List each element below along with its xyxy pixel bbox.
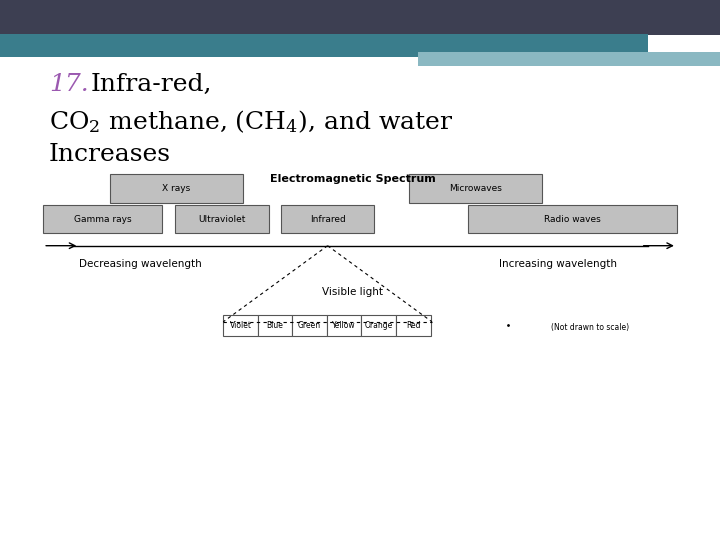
Bar <box>223 315 258 336</box>
Bar <box>292 315 327 336</box>
Bar <box>281 205 374 233</box>
Text: Increasing wavelength: Increasing wavelength <box>499 259 617 269</box>
Text: Green: Green <box>298 321 321 330</box>
Text: (Not drawn to scale): (Not drawn to scale) <box>552 323 629 332</box>
Bar <box>468 205 677 233</box>
Bar <box>43 205 162 233</box>
Text: Radio waves: Radio waves <box>544 215 600 224</box>
Text: 17.: 17. <box>49 73 89 96</box>
Bar <box>258 315 292 336</box>
Text: Gamma rays: Gamma rays <box>73 215 132 224</box>
Bar <box>109 174 243 202</box>
Text: Red: Red <box>406 321 420 330</box>
Bar <box>396 315 431 336</box>
Text: Decreasing wavelength: Decreasing wavelength <box>79 259 202 269</box>
Text: Ultraviolet: Ultraviolet <box>198 215 246 224</box>
Text: Infrared: Infrared <box>310 215 346 224</box>
Bar <box>175 205 269 233</box>
Text: Violet: Violet <box>230 321 251 330</box>
Text: Microwaves: Microwaves <box>449 184 502 193</box>
Bar <box>327 315 361 336</box>
Text: Visible light: Visible light <box>323 287 383 298</box>
Text: Infra-red,: Infra-red, <box>91 73 212 96</box>
Text: Increases: Increases <box>49 143 171 166</box>
Bar <box>361 315 396 336</box>
Text: $\mathregular{CO_2}$ methane, $\mathregular{(CH_4)}$, and water: $\mathregular{CO_2}$ methane, $\mathregu… <box>49 108 454 135</box>
Text: Blue: Blue <box>266 321 284 330</box>
Text: X rays: X rays <box>162 184 191 193</box>
Text: Orange: Orange <box>364 321 393 330</box>
Text: Yellow: Yellow <box>333 321 356 330</box>
Bar <box>409 174 541 202</box>
Text: Electromagnetic Spectrum: Electromagnetic Spectrum <box>270 174 436 184</box>
